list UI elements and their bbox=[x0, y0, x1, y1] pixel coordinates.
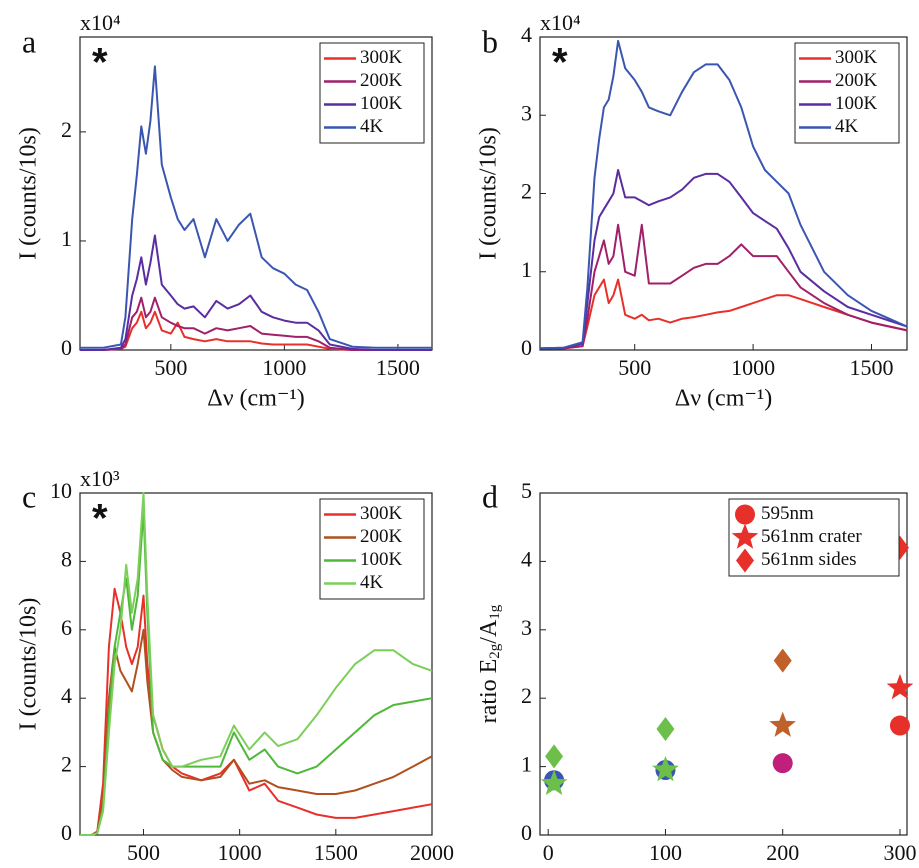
x-tick-label: 1000 bbox=[218, 840, 262, 865]
y-axis-label: ratio E2g/A1g bbox=[476, 604, 504, 723]
legend-label: 100K bbox=[835, 93, 878, 114]
y-tick-label: 0 bbox=[61, 335, 72, 360]
y-tick-label: 1 bbox=[521, 752, 532, 777]
x-axis-label: Δν (cm⁻¹) bbox=[675, 386, 772, 412]
y-tick-label: 4 bbox=[61, 683, 72, 708]
y-axis-label: I (counts/10s) bbox=[476, 127, 502, 260]
y-tick-label: 4 bbox=[521, 22, 532, 47]
legend-label: 4K bbox=[835, 116, 859, 137]
point bbox=[540, 769, 568, 795]
y-tick-label: 2 bbox=[61, 752, 72, 777]
spectrum-line bbox=[80, 65, 432, 349]
panel-label: a bbox=[22, 23, 36, 59]
y-axis-label-part: /A bbox=[476, 619, 502, 644]
x-tick-label: 0 bbox=[543, 840, 554, 865]
x-tick-label: 1500 bbox=[849, 355, 893, 380]
y-tick-label: 1 bbox=[521, 257, 532, 282]
spectrum-line bbox=[80, 492, 433, 836]
x-tick-label: 500 bbox=[154, 355, 187, 380]
spectrum-line bbox=[80, 587, 433, 836]
legend-box bbox=[728, 498, 900, 577]
y-tick-label: 2 bbox=[521, 683, 532, 708]
point bbox=[886, 673, 914, 700]
y-axis-label-part: 2g bbox=[487, 643, 503, 659]
y-axis-label: I (counts/10s) bbox=[16, 598, 42, 731]
panel-label: d bbox=[482, 478, 498, 514]
x-tick-label: 300 bbox=[883, 840, 916, 865]
legend-label: 200K bbox=[360, 526, 403, 547]
legend-label: 200K bbox=[360, 70, 403, 91]
spectrum-line bbox=[80, 234, 432, 351]
spectrum-line bbox=[540, 223, 908, 350]
panel-label: b bbox=[482, 23, 498, 59]
y-tick-label: 2 bbox=[521, 179, 532, 204]
y-tick-label: 0 bbox=[521, 335, 532, 360]
point bbox=[731, 523, 759, 549]
axes-frame bbox=[79, 492, 433, 836]
point bbox=[889, 715, 910, 736]
legend-label: 300K bbox=[360, 47, 403, 68]
y-axis-label: I (counts/10s) bbox=[16, 127, 42, 260]
x-tick-label: 500 bbox=[127, 840, 160, 865]
y-tick-label: 8 bbox=[61, 546, 72, 571]
legend-label: 200K bbox=[835, 70, 878, 91]
spectrum-line bbox=[540, 278, 908, 350]
x-tick-label: 2000 bbox=[410, 840, 454, 865]
legend-label: 100K bbox=[360, 549, 403, 570]
axis-exponent: x10⁴ bbox=[80, 10, 121, 35]
x-tick-label: 1000 bbox=[262, 355, 306, 380]
y-tick-label: 0 bbox=[61, 820, 72, 845]
axis-exponent: x10⁴ bbox=[540, 10, 581, 35]
legend-label: 595nm bbox=[761, 503, 814, 524]
spectrum-line bbox=[539, 39, 908, 350]
point bbox=[773, 648, 792, 673]
y-tick-label: 5 bbox=[521, 478, 532, 503]
point bbox=[769, 711, 796, 737]
x-tick-label: 1500 bbox=[314, 840, 358, 865]
x-axis-label: Δν (cm⁻¹) bbox=[207, 386, 304, 412]
x-tick-label: 100 bbox=[649, 840, 682, 865]
legend-label: 300K bbox=[835, 47, 878, 68]
asterisk: * bbox=[552, 41, 568, 85]
y-axis-label-part: 1g bbox=[487, 604, 503, 620]
legend-label: 300K bbox=[360, 503, 403, 524]
legend-label: 4K bbox=[360, 572, 384, 593]
y-tick-label: 6 bbox=[61, 615, 72, 640]
spectrum-line bbox=[539, 169, 908, 350]
y-tick-label: 1 bbox=[61, 226, 72, 251]
y-tick-label: 4 bbox=[521, 546, 532, 571]
point bbox=[656, 716, 675, 741]
legend-label: 100K bbox=[360, 93, 403, 114]
x-tick-label: 1500 bbox=[376, 355, 420, 380]
asterisk: * bbox=[92, 497, 108, 541]
x-tick-label: 500 bbox=[618, 355, 651, 380]
y-tick-label: 2 bbox=[61, 117, 72, 142]
spectrum-line bbox=[80, 296, 432, 351]
y-tick-label: 3 bbox=[521, 615, 532, 640]
spectrum-line bbox=[80, 310, 432, 351]
panel-label: c bbox=[22, 478, 36, 514]
legend-label: 561nm crater bbox=[761, 526, 862, 547]
axis-exponent: x10³ bbox=[80, 466, 120, 491]
point bbox=[736, 548, 754, 573]
y-tick-label: 0 bbox=[521, 820, 532, 845]
legend-label: 561nm sides bbox=[761, 549, 857, 570]
y-axis-label-part: ratio E bbox=[476, 659, 502, 724]
x-tick-label: 200 bbox=[766, 840, 799, 865]
point bbox=[735, 504, 755, 525]
asterisk: * bbox=[92, 41, 108, 85]
axes-frame bbox=[79, 36, 433, 351]
axes-frame bbox=[539, 492, 908, 836]
point bbox=[652, 756, 679, 782]
y-tick-label: 10 bbox=[50, 478, 72, 503]
legend-label: 4K bbox=[360, 116, 384, 137]
point bbox=[545, 744, 564, 769]
point bbox=[772, 753, 793, 774]
y-tick-label: 3 bbox=[521, 100, 532, 125]
x-tick-label: 1000 bbox=[731, 355, 775, 380]
